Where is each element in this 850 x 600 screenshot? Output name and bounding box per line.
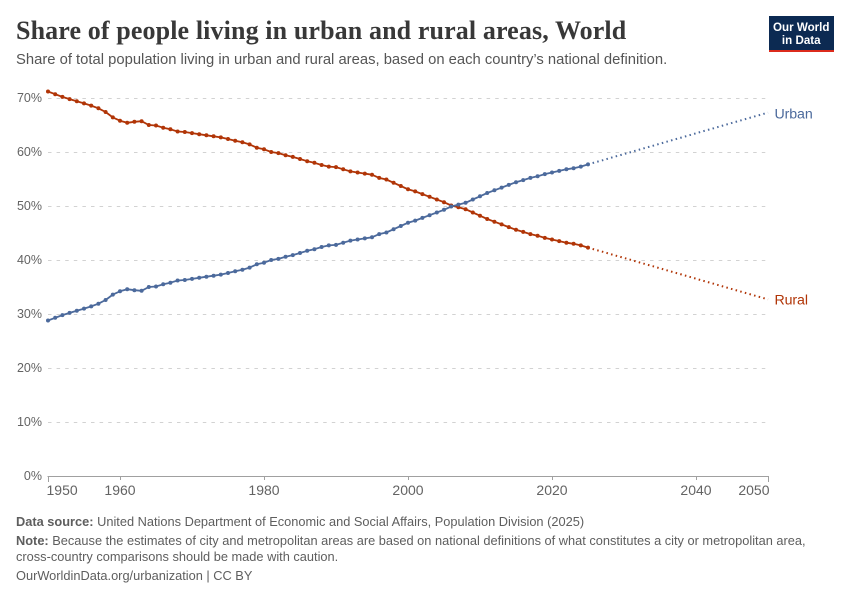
- svg-text:30%: 30%: [17, 307, 42, 321]
- svg-text:2040: 2040: [680, 482, 711, 498]
- svg-text:0%: 0%: [24, 469, 42, 483]
- svg-text:1980: 1980: [248, 482, 279, 498]
- svg-text:Urban: Urban: [775, 107, 813, 123]
- svg-text:50%: 50%: [17, 199, 42, 213]
- svg-text:1960: 1960: [104, 482, 135, 498]
- svg-text:40%: 40%: [17, 253, 42, 267]
- svg-text:1950: 1950: [47, 482, 78, 498]
- svg-text:2020: 2020: [536, 482, 567, 498]
- svg-text:Rural: Rural: [775, 293, 808, 309]
- svg-text:10%: 10%: [17, 415, 42, 429]
- svg-text:20%: 20%: [17, 361, 42, 375]
- svg-text:2050: 2050: [738, 482, 769, 498]
- svg-text:2000: 2000: [392, 482, 423, 498]
- svg-text:70%: 70%: [17, 91, 42, 105]
- svg-text:60%: 60%: [17, 145, 42, 159]
